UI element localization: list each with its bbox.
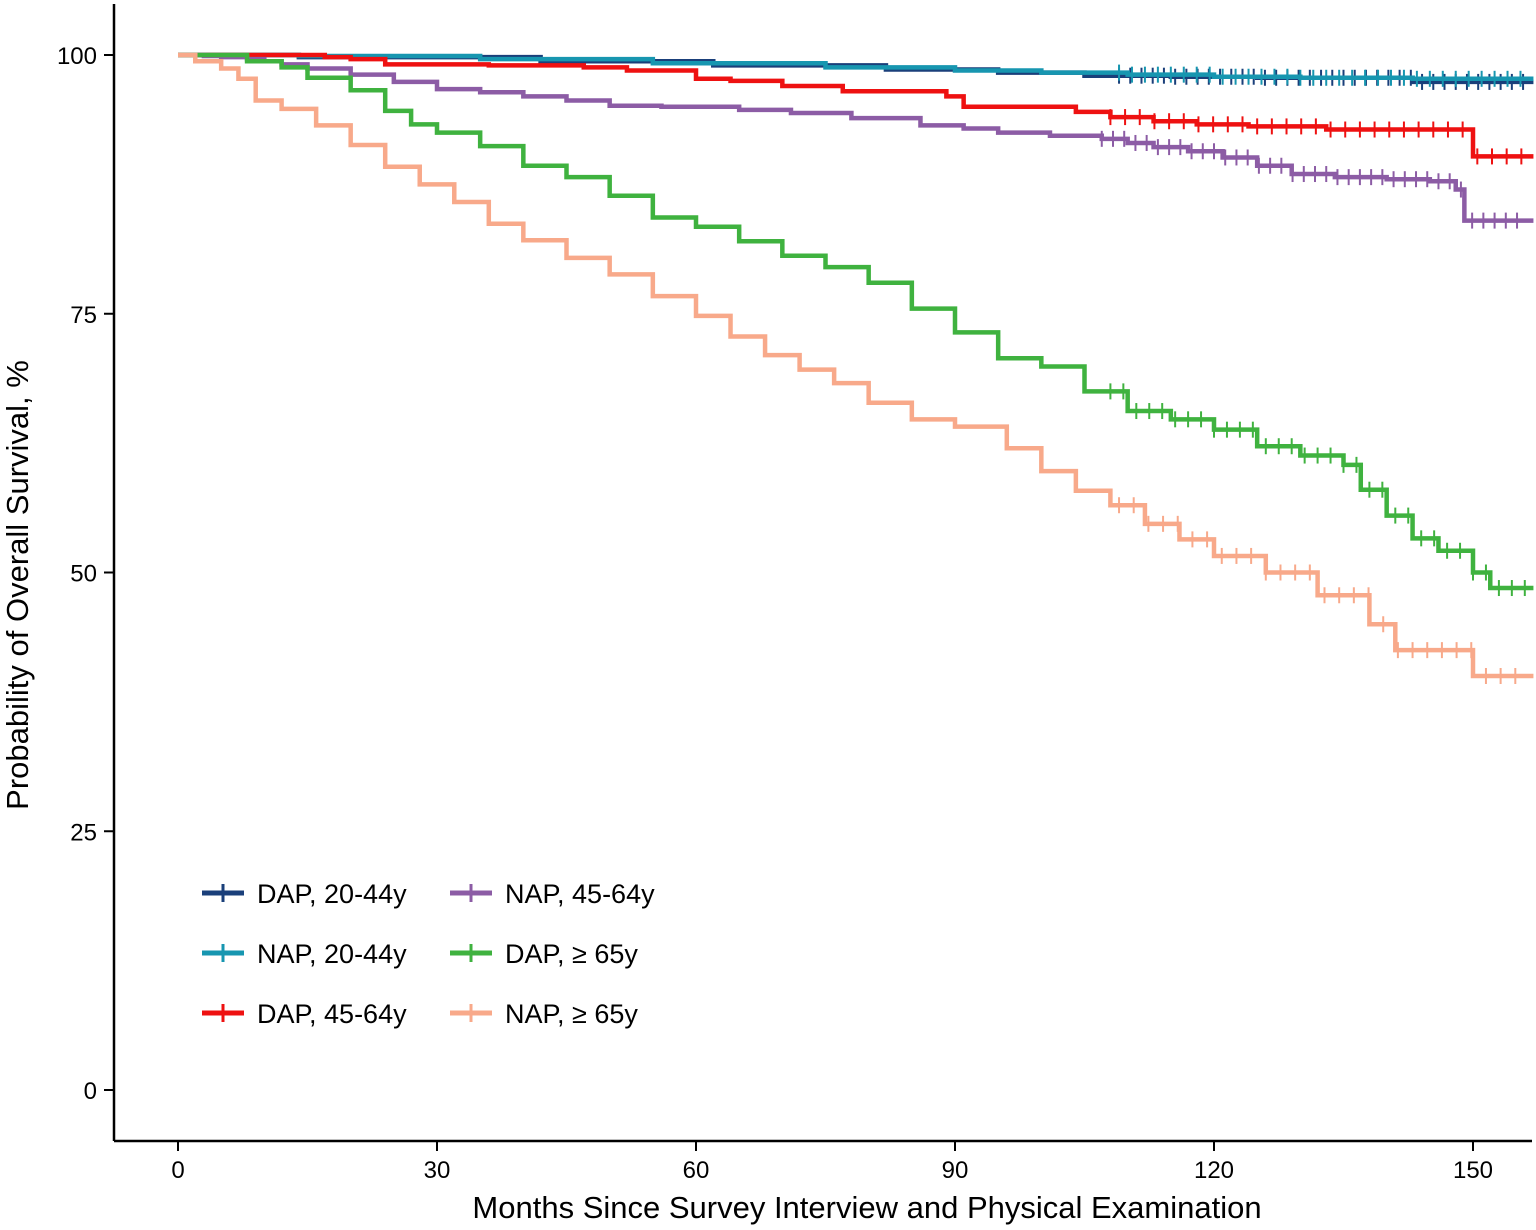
legend-item: DAP, 45-64y — [202, 999, 407, 1029]
legend: DAP, 20-44y NAP, 20-44y DAP, 45-64y NAP, 45… — [202, 879, 655, 1029]
legend-label: NAP, 20-44y — [257, 939, 407, 969]
survival-curve — [178, 52, 1534, 591]
x-tick-label: 30 — [424, 1157, 451, 1184]
x-tick-label: 120 — [1194, 1157, 1234, 1184]
series-dap-45-64y — [178, 52, 1534, 165]
legend-item: NAP, 45-64y — [450, 879, 655, 909]
y-tick-label: 0 — [84, 1078, 97, 1105]
series-dap-65y — [178, 52, 1534, 597]
survival-curve — [178, 52, 1534, 159]
legend-label: DAP, 20-44y — [257, 879, 407, 909]
series-nap-20-44y — [178, 52, 1534, 87]
legend-label: NAP, 45-64y — [505, 879, 655, 909]
y-tick-label: 75 — [70, 302, 97, 329]
legend-item: NAP, ≥ 65y — [450, 999, 638, 1029]
y-tick-label: 50 — [70, 561, 97, 588]
x-axis-title: Months Since Survey Interview and Physic… — [472, 1190, 1261, 1225]
series-nap-45-64y — [178, 52, 1534, 229]
x-tick-label: 0 — [171, 1157, 184, 1184]
legend-item: DAP, 20-44y — [202, 879, 407, 909]
tick-group: 0 30 60 90 120 150 0 25 50 75 100 — [57, 43, 1493, 1184]
x-tick-label: 90 — [942, 1157, 969, 1184]
legend-label: DAP, 45-64y — [257, 999, 407, 1029]
y-axis-title: Probability of Overall Survival, % — [0, 360, 35, 810]
y-tick-label: 100 — [57, 43, 97, 70]
legend-item: DAP, ≥ 65y — [450, 939, 638, 969]
survival-curve — [178, 52, 1534, 679]
y-tick-label: 25 — [70, 819, 97, 846]
series-nap-65y — [178, 52, 1534, 684]
legend-label: NAP, ≥ 65y — [505, 999, 638, 1029]
x-tick-label: 150 — [1453, 1157, 1493, 1184]
series-group — [178, 52, 1534, 684]
x-tick-label: 60 — [683, 1157, 710, 1184]
legend-item: NAP, 20-44y — [202, 939, 407, 969]
legend-label: DAP, ≥ 65y — [505, 939, 638, 969]
